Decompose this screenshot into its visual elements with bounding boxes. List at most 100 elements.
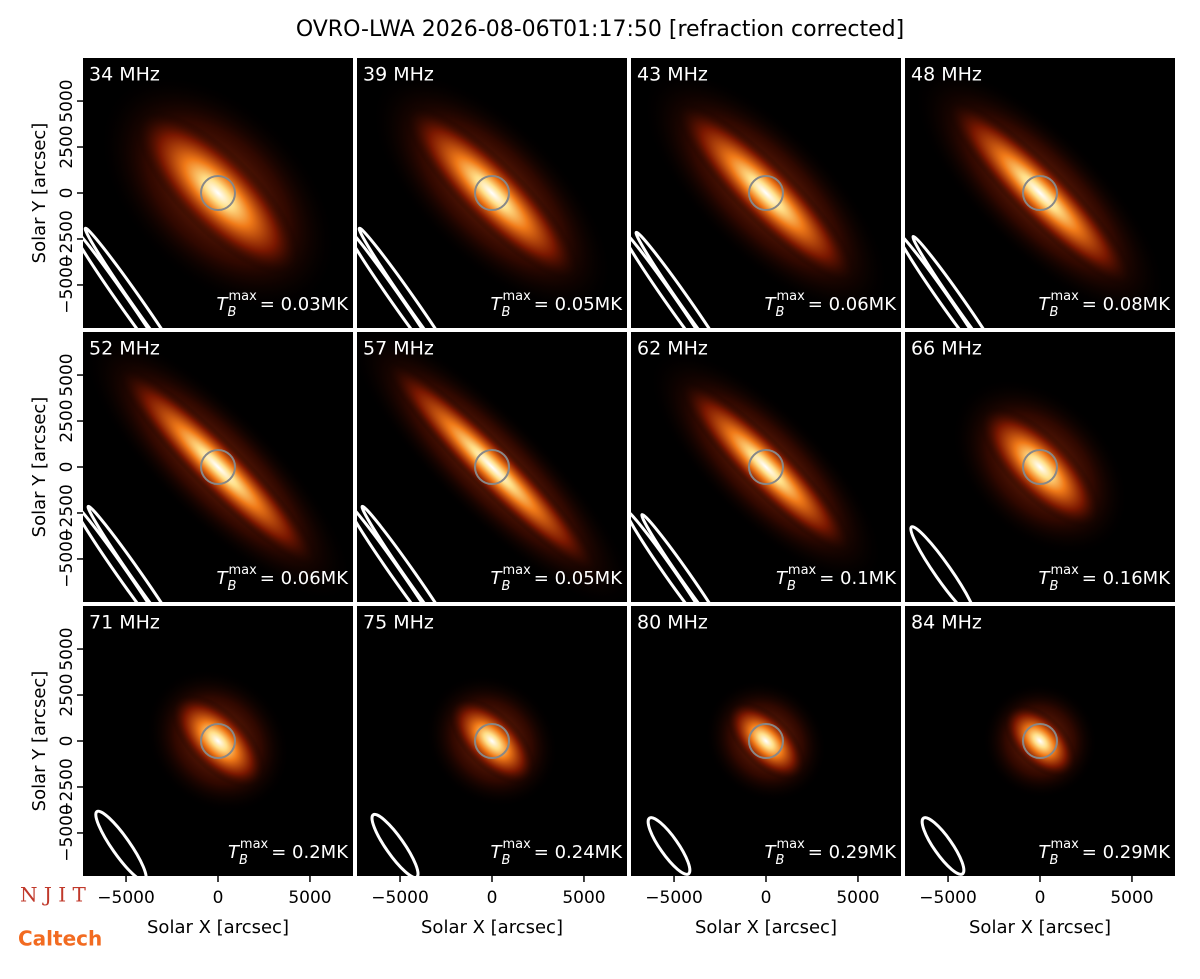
frequency-label: 66 MHz xyxy=(911,338,982,360)
panel xyxy=(905,332,1175,602)
emission xyxy=(641,68,891,318)
panel xyxy=(631,606,901,876)
emission-core xyxy=(448,697,536,785)
tb-value: = 0.03MK xyxy=(260,294,349,315)
x-tick-label: −5000 xyxy=(371,888,429,908)
emission xyxy=(425,674,559,808)
tb-annotation: TBmax = 0.24MK xyxy=(491,837,624,868)
tb-annotation: TBmax = 0.05MK xyxy=(491,563,624,594)
x-tick-label: 5000 xyxy=(288,888,331,908)
x-tick-label: −5000 xyxy=(919,888,977,908)
y-tick-label: 2500 xyxy=(57,673,77,716)
y-tick-label: 5000 xyxy=(57,79,77,122)
beam xyxy=(640,512,730,602)
solar-disk xyxy=(200,449,236,485)
solar-disk xyxy=(474,449,510,485)
tb-value: = 0.24MK xyxy=(534,842,623,863)
frequency-label: 39 MHz xyxy=(363,64,434,86)
tb-sub: B xyxy=(239,853,248,868)
emission-core xyxy=(135,110,301,276)
tb-value: = 0.05MK xyxy=(534,294,623,315)
y-tick-label: 0 xyxy=(57,188,77,199)
tb-sup: max xyxy=(1050,563,1079,578)
emission xyxy=(99,74,337,312)
solar-disk xyxy=(748,723,784,759)
frequency-label: 84 MHz xyxy=(911,612,982,634)
panel xyxy=(83,58,353,328)
x-axis-label: Solar X [arcsec] xyxy=(421,917,563,938)
y-tick-label: 2500 xyxy=(57,125,77,168)
x-axis-label: Solar X [arcsec] xyxy=(969,917,1111,938)
emission-core xyxy=(117,366,319,568)
tb-symbol: T xyxy=(776,568,789,589)
panel xyxy=(83,606,353,876)
tb-sub: B xyxy=(502,305,511,320)
solar-disk xyxy=(1022,449,1058,485)
solar-disk xyxy=(748,175,784,211)
x-axis-label: Solar X [arcsec] xyxy=(147,917,289,938)
beam xyxy=(911,234,1007,328)
tb-sup: max xyxy=(776,837,805,852)
tb-sup: max xyxy=(502,837,531,852)
x-tick-label: −5000 xyxy=(97,888,155,908)
tb-symbol: T xyxy=(491,568,504,589)
tb-sup: max xyxy=(502,563,531,578)
emission xyxy=(648,349,884,585)
y-axis-label: Solar Y [arcsec] xyxy=(29,397,50,538)
y-tick-label: −5000 xyxy=(57,804,77,862)
frequency-label: 48 MHz xyxy=(911,64,982,86)
tb-annotation: TBmax = 0.03MK xyxy=(217,289,350,320)
emission xyxy=(370,71,614,315)
tb-value: = 0.29MK xyxy=(1082,842,1171,863)
tb-value: = 0.06MK xyxy=(808,294,897,315)
beam xyxy=(646,816,692,876)
x-tick-label: 0 xyxy=(761,888,772,908)
panel xyxy=(631,58,901,328)
tb-sub: B xyxy=(502,579,511,594)
tb-annotation: TBmax = 0.06MK xyxy=(765,289,898,320)
emission xyxy=(83,332,353,602)
tb-annotation: TBmax = 0.1MK xyxy=(776,563,897,594)
tb-sup: max xyxy=(228,289,257,304)
y-tick-label: −5000 xyxy=(57,256,77,314)
tb-symbol: T xyxy=(217,294,230,315)
tb-sub: B xyxy=(228,305,237,320)
solar-disk xyxy=(1022,723,1058,759)
frequency-label: 80 MHz xyxy=(637,612,708,634)
emission-core xyxy=(675,102,857,284)
x-tick-label: 0 xyxy=(213,888,224,908)
frequency-label: 57 MHz xyxy=(363,338,434,360)
emission-core xyxy=(1003,704,1077,778)
y-tick-label: −2500 xyxy=(57,758,77,816)
y-axis-label: Solar Y [arcsec] xyxy=(29,123,50,264)
tb-sub: B xyxy=(776,305,785,320)
tb-sub: B xyxy=(787,579,796,594)
solar-disk xyxy=(200,175,236,211)
frequency-label: 71 MHz xyxy=(89,612,160,634)
tb-symbol: T xyxy=(1039,294,1052,315)
tb-annotation: TBmax = 0.16MK xyxy=(1039,563,1172,594)
tb-annotation: TBmax = 0.29MK xyxy=(765,837,898,868)
tb-sup: max xyxy=(240,837,269,852)
tb-value: = 0.08MK xyxy=(1082,294,1171,315)
logo-njit: N J I T xyxy=(20,883,86,907)
tb-annotation: TBmax = 0.06MK xyxy=(217,563,350,594)
tb-value: = 0.06MK xyxy=(260,568,349,589)
emission-core xyxy=(384,359,600,575)
beam xyxy=(360,504,462,602)
emission-core xyxy=(170,693,266,789)
beam xyxy=(909,525,977,602)
solar-disk xyxy=(200,723,236,759)
emission-core xyxy=(726,701,806,781)
tb-symbol: T xyxy=(217,568,230,589)
tb-symbol: T xyxy=(491,294,504,315)
tb-symbol: T xyxy=(765,842,778,863)
panel xyxy=(357,606,627,876)
x-tick-label: 5000 xyxy=(1110,888,1153,908)
tb-sup: max xyxy=(502,289,531,304)
tb-annotation: TBmax = 0.05MK xyxy=(491,289,624,320)
beam xyxy=(83,226,191,328)
x-tick-label: 0 xyxy=(1035,888,1046,908)
tb-sub: B xyxy=(502,853,511,868)
tb-symbol: T xyxy=(765,294,778,315)
